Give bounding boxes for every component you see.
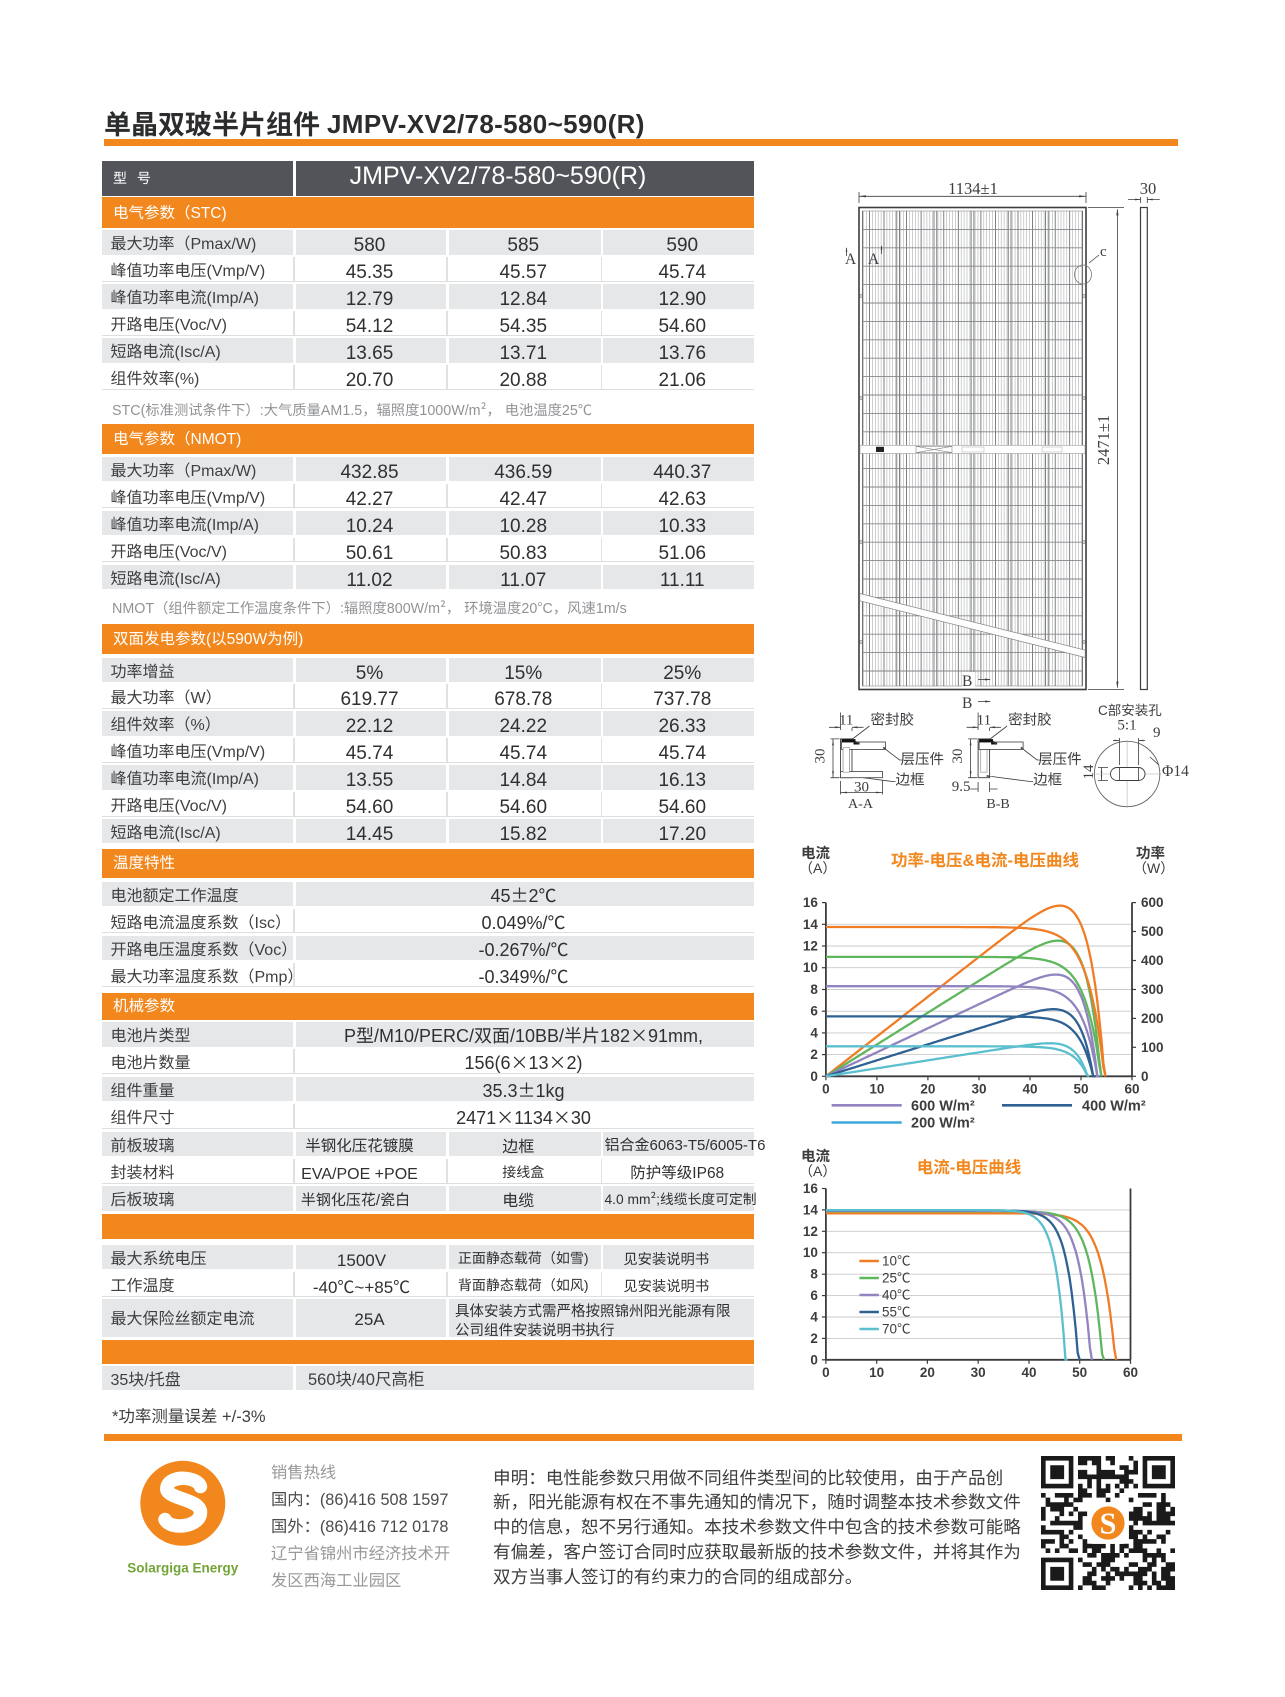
svg-text:500: 500	[1141, 920, 1164, 940]
svg-text:层压件: 层压件	[1038, 748, 1082, 769]
svg-text:边框: 边框	[1033, 769, 1062, 790]
svg-text:2471±1: 2471±1	[1094, 415, 1113, 465]
svg-text:0: 0	[810, 1348, 818, 1368]
svg-text:70℃: 70℃	[882, 1318, 911, 1338]
svg-text:30: 30	[854, 780, 869, 796]
svg-text:B: B	[962, 673, 972, 690]
svg-text:40: 40	[1021, 1361, 1036, 1381]
svg-text:10: 10	[869, 1077, 884, 1097]
svg-text:电流: 电流	[801, 1145, 830, 1166]
svg-text:功率: 功率	[1136, 842, 1165, 863]
svg-text:300: 300	[1141, 978, 1164, 998]
svg-text:11: 11	[839, 713, 853, 729]
svg-text:A: A	[845, 251, 857, 268]
svg-text:（W）: （W）	[1133, 858, 1174, 878]
svg-text:2: 2	[810, 1327, 818, 1347]
svg-text:14: 14	[1081, 764, 1097, 780]
svg-text:9.5: 9.5	[952, 779, 971, 795]
svg-text:12: 12	[803, 1220, 818, 1240]
svg-text:0: 0	[822, 1361, 830, 1381]
svg-text:10: 10	[803, 956, 818, 976]
svg-text:0: 0	[822, 1077, 830, 1097]
svg-text:14: 14	[803, 913, 819, 933]
svg-text:4: 4	[810, 1306, 818, 1326]
svg-text:B-B: B-B	[986, 797, 1009, 812]
svg-text:8: 8	[810, 1263, 818, 1283]
svg-text:400: 400	[1141, 949, 1164, 969]
svg-text:0: 0	[810, 1065, 818, 1085]
svg-text:30: 30	[813, 749, 829, 764]
svg-text:A: A	[868, 251, 880, 268]
svg-text:Φ14: Φ14	[1162, 763, 1189, 780]
svg-text:功率-电压&电流-电压曲线: 功率-电压&电流-电压曲线	[891, 847, 1079, 871]
svg-text:11: 11	[977, 713, 991, 729]
svg-text:30: 30	[950, 749, 966, 764]
svg-text:200 W/m²: 200 W/m²	[911, 1112, 975, 1133]
svg-text:A-A: A-A	[848, 797, 874, 812]
svg-text:密封胶: 密封胶	[1008, 709, 1052, 730]
svg-text:（A）: （A）	[799, 858, 836, 878]
svg-text:10: 10	[869, 1361, 884, 1381]
svg-text:40: 40	[1022, 1077, 1037, 1097]
svg-text:100: 100	[1141, 1036, 1164, 1056]
svg-text:8: 8	[810, 978, 818, 998]
svg-text:10℃: 10℃	[882, 1250, 911, 1270]
svg-text:50: 50	[1073, 1077, 1088, 1097]
svg-text:50: 50	[1072, 1361, 1087, 1381]
svg-text:5:1: 5:1	[1117, 718, 1136, 734]
svg-text:40℃: 40℃	[882, 1284, 911, 1304]
svg-text:16: 16	[803, 1177, 819, 1197]
svg-text:电流-电压曲线: 电流-电压曲线	[917, 1154, 1022, 1178]
svg-text:2: 2	[810, 1043, 818, 1063]
svg-text:30: 30	[971, 1077, 986, 1097]
svg-text:600 W/m²: 600 W/m²	[911, 1095, 975, 1116]
svg-text:12: 12	[803, 935, 818, 955]
svg-text:Solargiga Energy: Solargiga Energy	[127, 1561, 239, 1576]
svg-text:200: 200	[1141, 1007, 1164, 1027]
svg-text:c: c	[1100, 244, 1107, 260]
svg-text:9: 9	[1153, 725, 1161, 741]
svg-text:55℃: 55℃	[882, 1301, 911, 1321]
svg-text:20: 20	[920, 1077, 935, 1097]
svg-text:4: 4	[810, 1021, 818, 1041]
svg-text:6: 6	[810, 1284, 818, 1304]
svg-text:B: B	[962, 695, 972, 712]
svg-text:60: 60	[1124, 1077, 1139, 1097]
svg-text:20: 20	[920, 1361, 935, 1381]
svg-text:层压件: 层压件	[901, 748, 945, 769]
svg-text:边框: 边框	[896, 769, 925, 790]
svg-text:30: 30	[1140, 179, 1157, 198]
svg-text:0: 0	[1141, 1065, 1149, 1085]
svg-text:S: S	[1100, 1506, 1117, 1540]
svg-text:密封胶: 密封胶	[871, 709, 915, 730]
svg-text:25℃: 25℃	[882, 1267, 911, 1287]
svg-text:30: 30	[971, 1361, 986, 1381]
svg-text:14: 14	[803, 1198, 819, 1218]
svg-text:（A）: （A）	[799, 1161, 836, 1181]
svg-text:C部安装孔: C部安装孔	[1098, 699, 1162, 719]
svg-text:1134±1: 1134±1	[948, 179, 998, 198]
svg-text:电流: 电流	[801, 842, 830, 863]
svg-text:10: 10	[803, 1241, 818, 1261]
svg-text:600: 600	[1141, 891, 1164, 911]
svg-text:6: 6	[810, 1000, 818, 1020]
svg-text:60: 60	[1123, 1361, 1138, 1381]
svg-text:16: 16	[803, 891, 819, 911]
svg-text:400 W/m²: 400 W/m²	[1082, 1095, 1146, 1116]
